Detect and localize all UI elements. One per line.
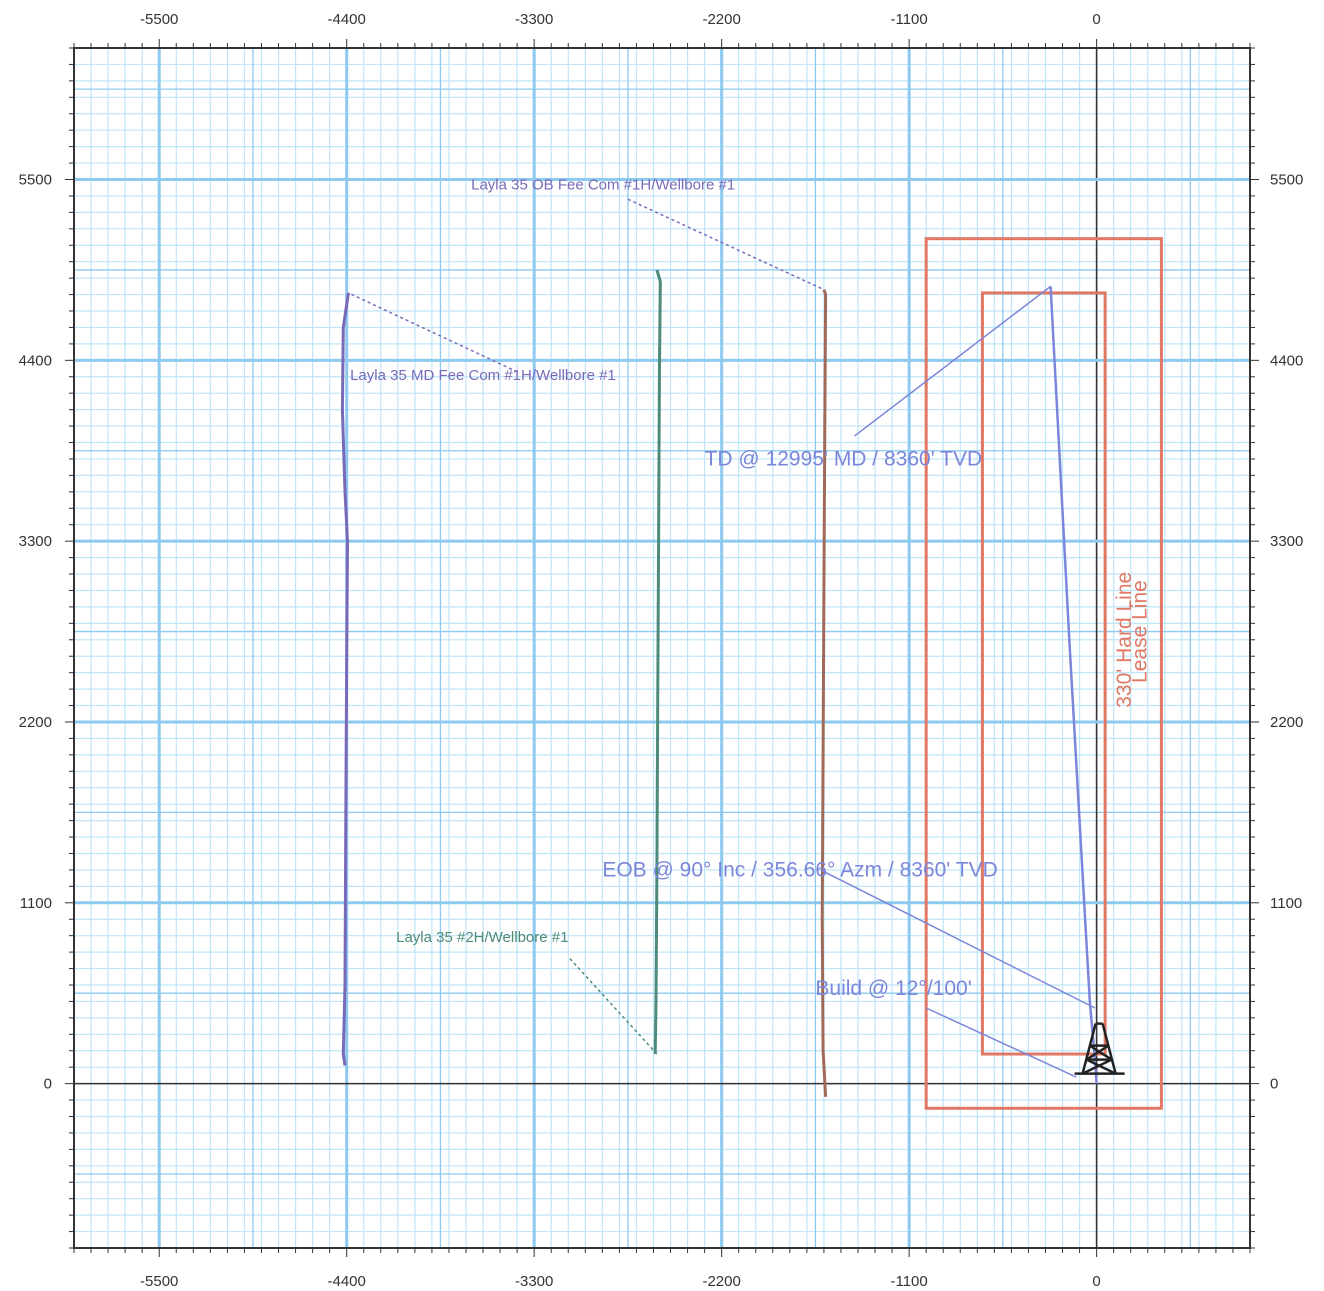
wellbore-path-3 bbox=[820, 289, 828, 1097]
y-tick-label-right: 5500 bbox=[1270, 172, 1303, 189]
x-tick-label-bottom: -4400 bbox=[328, 1273, 366, 1290]
hard-line-rect bbox=[980, 291, 1107, 1056]
annotation-label: Build @ 12°/100' bbox=[815, 977, 971, 1000]
y-tick-label-right: 1100 bbox=[1270, 895, 1302, 912]
annotation-leader-line bbox=[820, 869, 1096, 1009]
tick-labels: -5500 -5500 -4400 -4400 -3300 -3300 -2200 -2200… bbox=[19, 11, 1304, 1290]
annotation-label: Layla 35 OB Fee Com #1H/Wellbore #1 bbox=[471, 176, 735, 193]
annotation-label: Layla 35 #2H/Wellbore #1 bbox=[396, 929, 568, 946]
annotation-label: Layla 35 MD Fee Com #1H/Wellbore #1 bbox=[350, 367, 616, 384]
annotation-leaders bbox=[348, 198, 1096, 1078]
rig-strut bbox=[1086, 1058, 1117, 1075]
x-tick-label-top: -3300 bbox=[515, 11, 553, 28]
x-tick-label-top: -2200 bbox=[702, 11, 740, 28]
tick-marks bbox=[65, 39, 1259, 1257]
rig-strut bbox=[1101, 1023, 1117, 1074]
y-tick-label-left: 4400 bbox=[19, 352, 52, 369]
grid bbox=[73, 47, 1251, 1249]
y-tick-label-right: 3300 bbox=[1270, 533, 1303, 550]
hard-line-label: 330' Hard Line bbox=[1113, 572, 1136, 708]
x-tick-label-bottom: -1100 bbox=[890, 1273, 927, 1290]
x-tick-label-top: -1100 bbox=[890, 11, 927, 28]
lease-line-rect bbox=[924, 237, 1163, 1110]
x-tick-label-top: -4400 bbox=[328, 11, 366, 28]
y-tick-label-left: 1100 bbox=[20, 895, 52, 912]
annotation-label: EOB @ 90° Inc / 356.66° Azm / 8360' TVD bbox=[602, 858, 997, 881]
x-tick-label-bottom: -3300 bbox=[515, 1273, 553, 1290]
x-tick-label-bottom: -5500 bbox=[140, 1273, 178, 1290]
annotation-leader-line bbox=[925, 1007, 1077, 1078]
wellbore-path-2 bbox=[653, 269, 662, 1055]
y-tick-label-left: 2200 bbox=[19, 714, 52, 731]
x-tick-label-top: 0 bbox=[1092, 11, 1100, 28]
drilling-rig-icon bbox=[1074, 1022, 1125, 1075]
annotation-leader-line bbox=[569, 958, 658, 1055]
x-tick-label-bottom: 0 bbox=[1092, 1273, 1100, 1290]
y-tick-label-left: 3300 bbox=[19, 533, 52, 550]
rig-strut bbox=[1081, 1023, 1097, 1074]
rig-strut bbox=[1085, 1044, 1110, 1061]
annotation-label: TD @ 12995' MD / 8360' TVD bbox=[705, 448, 983, 471]
wellbore-path-4 bbox=[1049, 286, 1098, 1084]
x-tick-label-top: -5500 bbox=[140, 11, 178, 28]
x-tick-label-bottom: -2200 bbox=[702, 1273, 740, 1290]
rig-strut bbox=[1088, 1044, 1113, 1061]
y-tick-label-right: 4400 bbox=[1270, 352, 1303, 369]
series bbox=[340, 269, 1098, 1097]
axis-frame bbox=[73, 47, 1251, 1249]
y-tick-label-right: 2200 bbox=[1270, 714, 1303, 731]
rig-strut bbox=[1082, 1058, 1113, 1075]
plot-frame bbox=[73, 47, 1251, 1249]
annotation-leader-line bbox=[854, 285, 1052, 437]
y-tick-label-right: 0 bbox=[1270, 1076, 1278, 1093]
y-tick-label-left: 5500 bbox=[19, 172, 52, 189]
lease-line-label: Lease Line bbox=[1128, 580, 1151, 683]
annotation-leader-line bbox=[348, 292, 518, 373]
y-tick-label-left: 0 bbox=[44, 1076, 52, 1093]
annotations: Layla 35 OB Fee Com #1H/Wellbore #1 Layla… bbox=[350, 176, 998, 999]
wellbore-path-1 bbox=[340, 292, 350, 1066]
